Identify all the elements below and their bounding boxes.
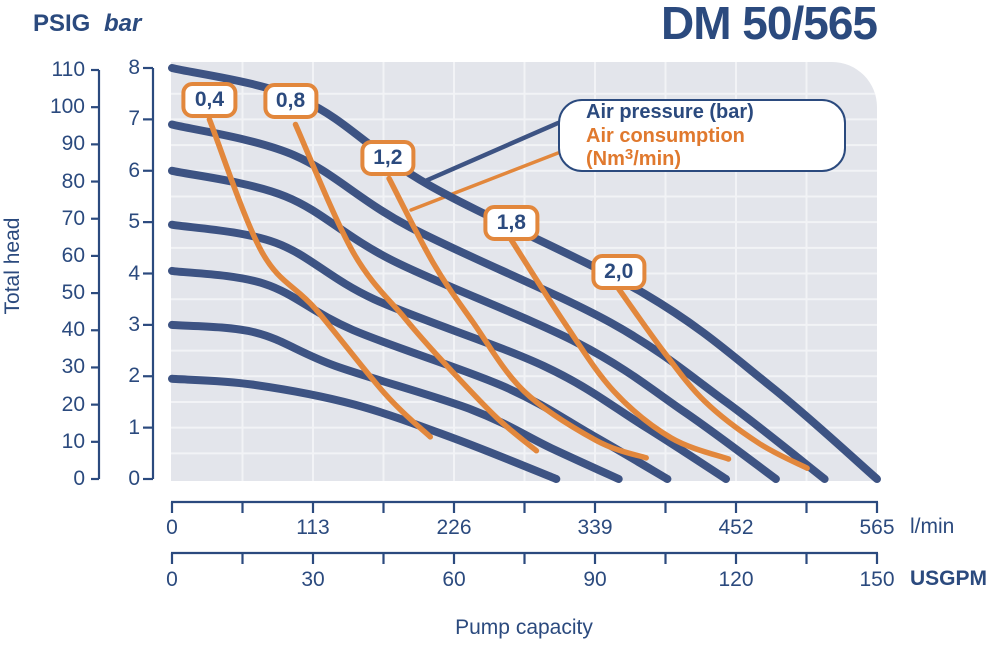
axes (91, 66, 879, 564)
usgpm-tick-label: 90 (583, 568, 607, 591)
air-pressure-curve-7bar (168, 120, 829, 483)
psig-tick-label: 50 (61, 281, 85, 305)
usgpm-tick-label: 60 (442, 568, 466, 591)
lmin-tick-label: 226 (436, 516, 472, 539)
psig-tick-label: 110 (51, 58, 85, 81)
legend-air-consumption-text-end: /min) (633, 147, 682, 170)
consumption-label-1.8: 1,8 (483, 205, 539, 242)
lmin-tick-label: 0 (166, 516, 178, 539)
bar-tick-label: 5 (128, 210, 140, 234)
usgpm-tick-label: 150 (859, 568, 895, 591)
bar-tick-label: 7 (128, 107, 140, 131)
bar-tick-label: 0 (128, 467, 140, 490)
bar-axis-unit: bar (104, 10, 142, 37)
psig-tick-label: 20 (61, 392, 85, 416)
usgpm-tick-label: 0 (166, 568, 178, 591)
bar-tick-label: 8 (128, 56, 140, 79)
psig-tick-label: 60 (61, 243, 85, 267)
consumption-label-1.2: 1,2 (360, 140, 416, 177)
lmin-tick-label: 565 (859, 516, 895, 539)
consumption-label-2: 2,0 (591, 254, 647, 291)
air-consumption-curve-0.4 (206, 116, 434, 440)
psig-tick-label: 10 (61, 429, 85, 453)
air-pressure-curve-5bar (168, 220, 730, 483)
air-pressure-curve-2bar (168, 374, 561, 483)
usgpm-axis-unit: USGPM (910, 567, 988, 590)
air-consumption-curve-2 (615, 286, 810, 471)
bar-tick-label: 4 (128, 261, 140, 285)
bar-tick-label: 3 (128, 312, 140, 336)
psig-tick-label: 100 (49, 95, 85, 119)
psig-tick-label: 30 (61, 355, 85, 379)
psig-tick-label: 70 (61, 206, 85, 230)
lmin-tick-label: 339 (577, 516, 613, 539)
usgpm-tick-label: 120 (718, 568, 754, 591)
psig-tick-label: 40 (61, 318, 85, 342)
psig-axis-unit: PSIG (33, 10, 91, 37)
legend-air-pressure: Air pressure (bar) (586, 100, 754, 123)
legend: Air pressure (bar) Air consumption (Nm3/… (558, 99, 846, 172)
bar-tick-label: 1 (128, 415, 140, 439)
air-pressure-curve-3bar (168, 320, 623, 483)
psig-tick-label: 80 (61, 169, 85, 193)
legend-air-consumption-text: Air consumption (Nm (586, 124, 745, 170)
air-consumption-curve-1.8 (508, 237, 732, 462)
legend-pointer-air-pressure (420, 120, 561, 185)
air-pressure-curve-6bar (168, 166, 780, 483)
legend-air-consumption: Air consumption (Nm3/min) (586, 125, 844, 171)
psig-tick-label: 0 (73, 467, 85, 490)
legend-pointer-air-consumption (409, 151, 560, 212)
air-consumption-curve-1.2 (386, 175, 649, 461)
lmin-tick-label: 113 (296, 516, 330, 539)
lmin-axis-unit: l/min (910, 515, 955, 538)
usgpm-tick-label: 30 (301, 568, 325, 591)
bar-tick-label: 6 (128, 158, 140, 182)
psig-tick-label: 90 (61, 132, 85, 156)
bar-tick-label: 2 (128, 364, 140, 388)
consumption-label-0.8: 0,8 (262, 83, 319, 120)
y-axis-title: Total head (1, 217, 24, 315)
air-consumption-curve-0.8 (292, 121, 540, 454)
x-axis-title: Pump capacity (455, 616, 593, 639)
consumption-label-0.4: 0,4 (181, 81, 238, 118)
legend-air-consumption-superscript: 3 (624, 145, 634, 163)
page-title: DM 50/565 (660, 0, 878, 49)
lmin-tick-label: 452 (718, 516, 754, 539)
